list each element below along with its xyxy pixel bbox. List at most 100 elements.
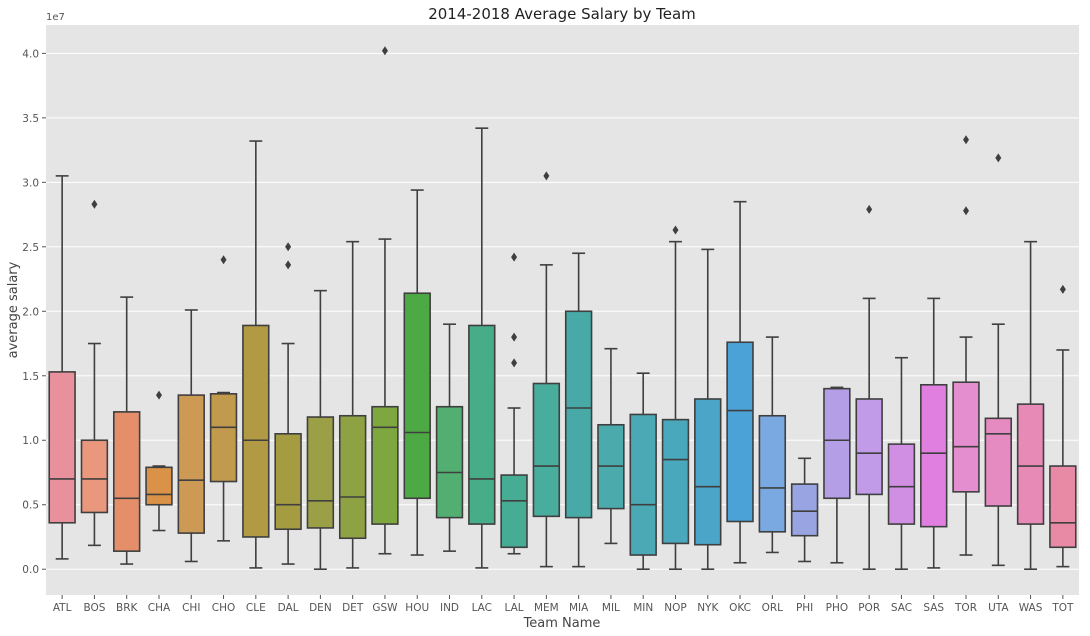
outlier-point	[285, 242, 292, 252]
x-tick-label: LAC	[472, 602, 492, 614]
x-tick-label: GSW	[372, 602, 398, 614]
outlier-point	[963, 135, 970, 145]
iqr-box	[145, 466, 173, 506]
box-uta	[984, 153, 1013, 567]
box-hou	[403, 189, 431, 556]
iqr-box	[48, 371, 76, 524]
box-ind	[435, 323, 464, 552]
iqr-box	[694, 398, 722, 546]
iqr-box	[726, 341, 754, 523]
x-tick-label: SAS	[923, 602, 944, 614]
x-tick-label: OKC	[729, 602, 751, 614]
outlier-point	[1059, 284, 1066, 294]
outlier-point	[155, 390, 162, 400]
box-series	[48, 46, 1077, 571]
box-phi	[790, 457, 819, 563]
iqr-box	[80, 439, 109, 514]
y-tick-label: 4.0	[22, 48, 39, 60]
box-orl	[758, 336, 787, 554]
iqr-box	[564, 310, 593, 519]
iqr-box	[823, 387, 851, 500]
y-tick-label: 1.0	[22, 435, 39, 447]
box-tor	[952, 135, 980, 556]
x-tick-label: ORL	[762, 602, 784, 614]
x-tick-label: PHI	[796, 602, 813, 614]
iqr-box	[629, 413, 657, 556]
outlier-point	[220, 255, 227, 265]
box-cha	[145, 390, 173, 532]
box-den	[306, 289, 335, 571]
iqr-box	[758, 414, 787, 533]
iqr-box	[661, 418, 690, 545]
x-tick-label: MIL	[602, 602, 620, 614]
outlier-point	[511, 332, 518, 342]
y-tick-label: 2.0	[22, 306, 39, 318]
outlier-point	[543, 171, 550, 181]
box-lal	[500, 252, 528, 555]
box-bos	[80, 199, 109, 547]
x-tick-label: CLE	[246, 602, 266, 614]
box-sac	[887, 356, 916, 571]
x-tick-label: HOU	[405, 602, 429, 614]
outlier-point	[995, 153, 1002, 163]
x-tick-label: DAL	[278, 602, 299, 614]
x-tick-label: IND	[440, 602, 459, 614]
box-atl	[48, 175, 76, 560]
x-tick-label: BRK	[116, 602, 138, 614]
box-brk	[112, 296, 141, 565]
box-tot	[1049, 284, 1077, 568]
x-tick-label: CHI	[182, 602, 200, 614]
x-axis-ticks: ATL BOS BRK CHA CHI CHO CLE DAL DEN DET GSW HOU IND L…	[53, 595, 1074, 614]
iqr-box	[338, 414, 367, 540]
x-tick-label: CHO	[212, 602, 236, 614]
box-mem	[532, 171, 561, 568]
x-tick-label: LAL	[505, 602, 524, 614]
outlier-point	[91, 199, 98, 209]
x-tick-label: UTA	[988, 602, 1009, 614]
iqr-box	[920, 383, 948, 528]
iqr-box	[242, 324, 270, 538]
box-cho	[209, 255, 238, 542]
iqr-box	[177, 394, 205, 534]
x-tick-label: MIN	[633, 602, 653, 614]
y-tick-label: 2.5	[22, 242, 39, 254]
outlier-point	[511, 252, 518, 262]
x-tick-label: POR	[858, 602, 880, 614]
iqr-box	[952, 381, 980, 493]
iqr-box	[274, 433, 302, 531]
iqr-box	[1049, 465, 1077, 549]
x-tick-label: PHO	[826, 602, 849, 614]
x-tick-label: MEM	[534, 602, 559, 614]
iqr-box	[887, 443, 916, 525]
x-tick-label: NYK	[697, 602, 719, 614]
x-tick-label: CHA	[148, 602, 171, 614]
y-axis-exponent-label: 1e7	[46, 12, 65, 23]
chart-title: 2014-2018 Average Salary by Team	[428, 5, 696, 23]
iqr-box	[112, 411, 141, 552]
iqr-box	[500, 474, 528, 549]
box-mia	[564, 252, 593, 568]
box-det	[338, 240, 367, 569]
outlier-point	[963, 206, 970, 216]
y-tick-label: 3.5	[22, 113, 39, 125]
x-tick-label: ATL	[53, 602, 72, 614]
iqr-box	[371, 405, 399, 525]
iqr-box	[855, 398, 883, 496]
outlier-point	[381, 46, 388, 56]
box-chi	[177, 309, 205, 563]
x-tick-label: MIA	[569, 602, 589, 614]
x-tick-label: TOR	[954, 602, 977, 614]
box-pho	[823, 386, 851, 564]
box-nyk	[694, 248, 722, 571]
x-tick-label: NOP	[664, 602, 686, 614]
y-tick-label: 0.5	[22, 500, 39, 512]
y-tick-label: 3.0	[22, 177, 39, 189]
y-tick-label: 1.5	[22, 371, 39, 383]
iqr-box	[532, 382, 561, 518]
y-axis-ticks: 0.0 0.5 1.0 1.5 2.0 2.5 3.0 3.5 4.0	[22, 48, 46, 576]
iqr-box	[790, 483, 819, 537]
box-min	[629, 372, 657, 571]
outlier-point	[866, 204, 873, 214]
x-tick-label: DET	[342, 602, 364, 614]
